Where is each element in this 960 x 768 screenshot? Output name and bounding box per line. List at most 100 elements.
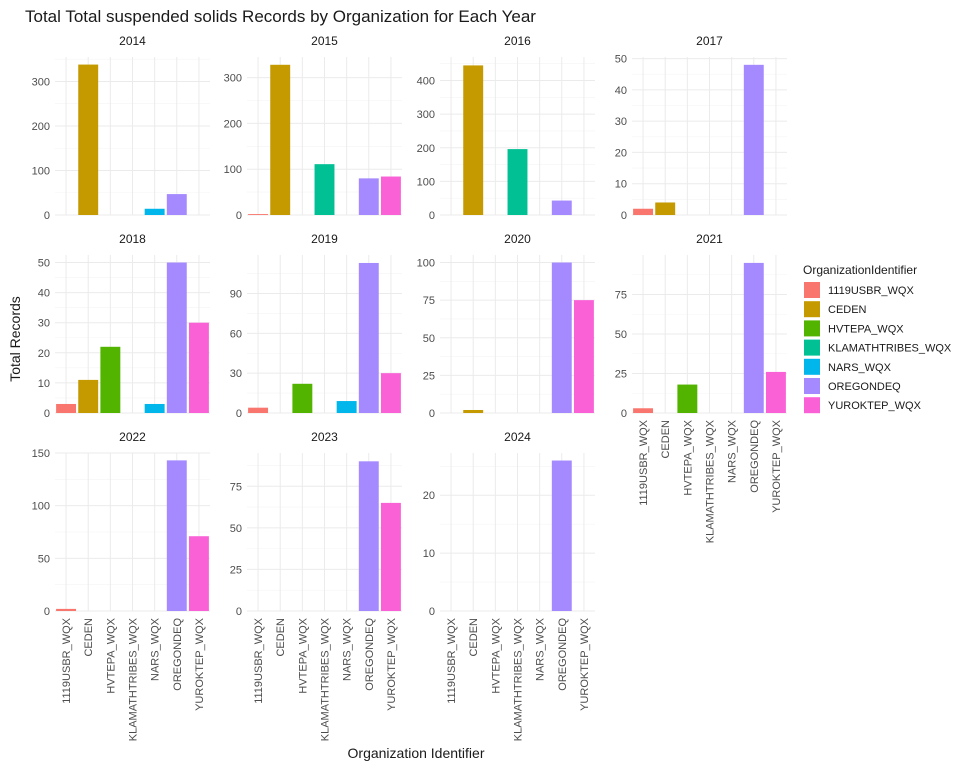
legend-key xyxy=(804,378,820,394)
y-tick-label: 0 xyxy=(429,408,435,420)
x-tick-label: 1119USBR_WQX xyxy=(61,617,73,703)
x-tick-label: 1119USBR_WQX xyxy=(638,419,650,505)
x-tick-label: 1119USBR_WQX xyxy=(446,617,458,703)
bar-ceden xyxy=(78,379,99,413)
x-tick-label: OREGONDEQ xyxy=(749,420,761,493)
legend-label: 1119USBR_WQX xyxy=(828,285,914,297)
bar-1119usbr_wqx xyxy=(56,403,77,413)
facet-panel-2019: 2019 0 30 60 90 xyxy=(230,232,402,420)
legend-key xyxy=(804,397,820,414)
y-tick-label: 0 xyxy=(236,210,242,222)
y-tick-label: 60 xyxy=(230,328,242,340)
bar-ceden xyxy=(463,65,484,215)
x-tick-label: KLAMATHTRIBES_WQX xyxy=(513,617,525,741)
facet-panel-2015: 2015 0 100 200 300 xyxy=(224,34,402,222)
y-tick-label: 0 xyxy=(621,408,627,420)
y-tick-label: 20 xyxy=(615,147,627,159)
facet-strip-label: 2014 xyxy=(119,34,146,48)
x-tick-label: CEDEN xyxy=(275,618,287,657)
y-tick-label: 100 xyxy=(32,501,50,513)
y-tick-label: 50 xyxy=(38,553,50,565)
y-axis-title: Total Records xyxy=(7,296,23,382)
bar-oregondeq xyxy=(551,262,572,413)
bar-hvtepa_wqx xyxy=(100,346,121,413)
bar-oregondeq xyxy=(166,262,187,413)
bar-yuroktep_wqx xyxy=(188,536,209,611)
x-tick-label: NARS_WQX xyxy=(727,419,739,483)
y-tick-label: 40 xyxy=(615,85,627,97)
y-tick-label: 30 xyxy=(38,318,50,330)
y-tick-label: 0 xyxy=(621,210,627,222)
x-tick-label: CEDEN xyxy=(660,420,672,459)
bar-oregondeq xyxy=(551,200,572,215)
bar-yuroktep_wqx xyxy=(380,502,401,611)
y-tick-label: 200 xyxy=(417,143,435,155)
x-tick-label: KLAMATHTRIBES_WQX xyxy=(128,617,140,741)
legend-key xyxy=(804,282,820,298)
facet-panel-2018: 2018 0 10 20 30 40 50 xyxy=(38,232,210,420)
facet-strip-label: 2023 xyxy=(311,430,338,444)
bar-1119usbr_wqx xyxy=(633,208,654,215)
x-tick-label: OREGONDEQ xyxy=(172,618,184,691)
facet-panel-2016: 2016 0 100 200 300 400 xyxy=(417,34,595,222)
y-tick-label: 30 xyxy=(615,116,627,128)
bar-oregondeq xyxy=(743,64,764,216)
facet-panel-2023: 2023 0 25 50 75 1119USBR_WQX CEDEN HVTEPA_WQX KL… xyxy=(230,430,402,741)
facet-grid: 2014010020030020150100200300201601002003… xyxy=(32,34,787,741)
bar-hvtepa_wqx xyxy=(292,383,313,413)
legend-label: CEDEN xyxy=(828,304,867,316)
legend-label: NARS_WQX xyxy=(828,362,892,374)
x-tick-label: YUROKTEP_WQX xyxy=(386,617,398,711)
facet-panel-2014: 2014 0 100 200 300 xyxy=(32,34,210,222)
legend-label: KLAMATHTRIBES_WQX xyxy=(828,343,952,355)
x-tick-label: CEDEN xyxy=(83,618,95,657)
facet-strip-label: 2020 xyxy=(504,232,531,246)
y-tick-label: 0 xyxy=(236,606,242,618)
y-tick-label: 10 xyxy=(38,378,50,390)
bar-yuroktep_wqx xyxy=(765,371,786,413)
bar-1119usbr_wqx xyxy=(633,408,654,413)
facet-strip-label: 2016 xyxy=(504,34,531,48)
x-tick-label: KLAMATHTRIBES_WQX xyxy=(320,617,332,741)
x-tick-label: 1119USBR_WQX xyxy=(253,617,265,703)
legend-label: YUROKTEP_WQX xyxy=(828,400,922,412)
y-tick-label: 300 xyxy=(417,109,435,121)
y-tick-label: 400 xyxy=(417,76,435,88)
x-tick-label: YUROKTEP_WQX xyxy=(579,617,591,711)
bar-ceden xyxy=(78,64,99,216)
facet-panel-2024: 2024 0 10 20 1119USBR_WQX CEDEN HVTEPA_WQX KLAM… xyxy=(423,430,595,741)
x-tick-label: YUROKTEP_WQX xyxy=(194,617,206,711)
bar-oregondeq xyxy=(166,194,187,215)
legend-key xyxy=(804,301,820,318)
bar-ceden xyxy=(270,64,291,215)
bar-oregondeq xyxy=(551,460,572,611)
y-tick-label: 200 xyxy=(224,118,242,130)
y-tick-label: 25 xyxy=(615,369,627,381)
bar-oregondeq xyxy=(358,461,379,611)
y-tick-label: 25 xyxy=(230,564,242,576)
y-tick-label: 150 xyxy=(32,448,50,460)
bar-nars_wqx xyxy=(336,401,357,413)
x-tick-label: CEDEN xyxy=(468,618,480,657)
facet-strip-label: 2024 xyxy=(504,430,531,444)
y-tick-label: 100 xyxy=(417,176,435,188)
bar-hvtepa_wqx xyxy=(677,384,698,413)
bar-yuroktep_wqx xyxy=(573,300,594,413)
facet-strip-label: 2017 xyxy=(696,34,723,48)
bar-oregondeq xyxy=(166,460,187,611)
x-tick-label: HVTEPA_WQX xyxy=(105,617,117,693)
y-tick-label: 50 xyxy=(423,333,435,345)
y-tick-label: 0 xyxy=(44,408,50,420)
y-tick-label: 0 xyxy=(44,606,50,618)
y-tick-label: 20 xyxy=(38,348,50,360)
legend-label: HVTEPA_WQX xyxy=(828,323,904,335)
facet-panel-2021: 2021 0 25 50 75 1119USBR_WQX CEDEN HVTEPA_WQX KL… xyxy=(615,232,787,543)
y-tick-label: 50 xyxy=(38,258,50,270)
y-tick-label: 100 xyxy=(32,165,50,177)
facet-strip-label: 2018 xyxy=(119,232,146,246)
x-tick-label: YUROKTEP_WQX xyxy=(771,419,783,513)
y-tick-label: 75 xyxy=(230,481,242,493)
y-tick-label: 0 xyxy=(44,210,50,222)
y-tick-label: 30 xyxy=(230,368,242,380)
y-tick-label: 10 xyxy=(615,179,627,191)
